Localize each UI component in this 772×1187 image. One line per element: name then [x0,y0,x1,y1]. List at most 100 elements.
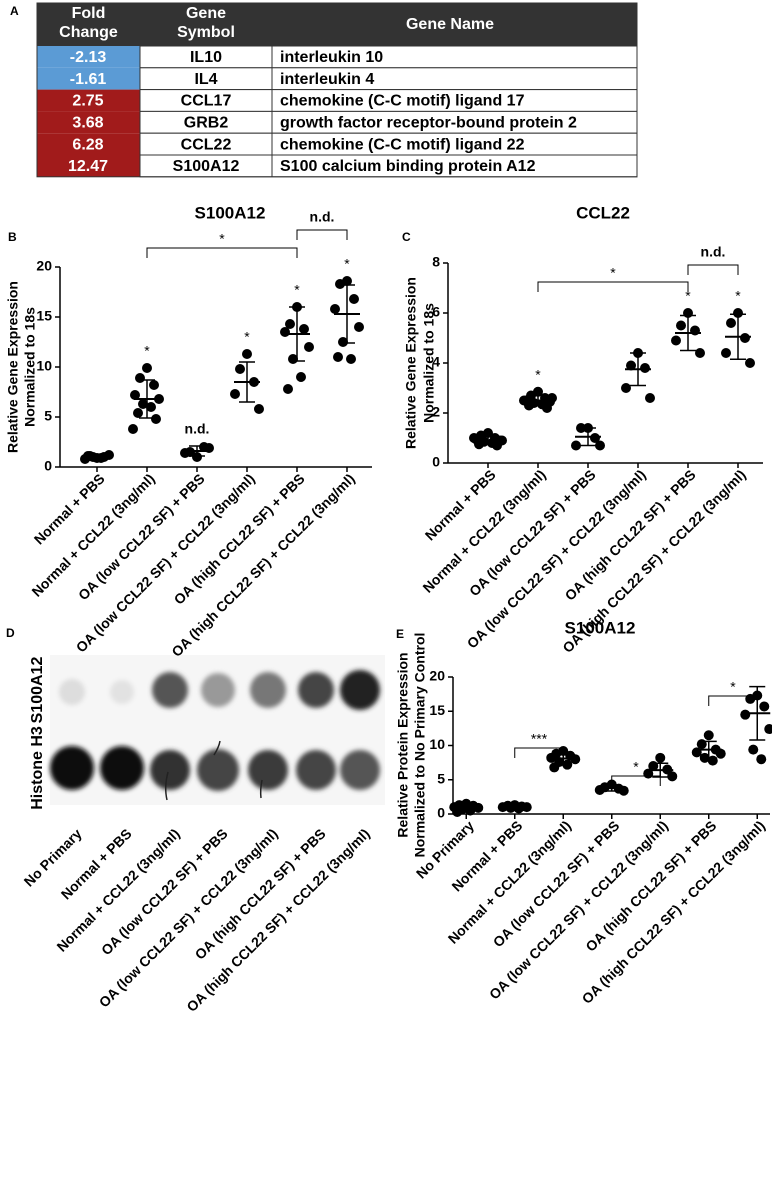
significance-label: * [144,343,150,359]
gene-name: chemokine (C-C motif) ligand 22 [280,136,525,153]
y-tick-label: 6 [432,304,440,320]
data-point [335,279,345,289]
gene-symbol: GRB2 [184,115,229,132]
data-point [519,395,529,406]
y-axis-label: Relative Gene Expression [403,277,419,449]
blot-row-label: S100A12 [29,657,46,724]
error-bar [580,427,596,447]
panel-letter: C [402,230,411,244]
y-axis-label: Normalized to No Primary Control [412,633,428,858]
data-point [138,399,148,409]
panel-letter: D [6,626,15,640]
gene-symbol: CCL22 [181,136,232,153]
chart-title: CCL22 [576,203,630,222]
y-tick-label: 2 [432,404,440,420]
data-point [703,730,714,741]
fold-cell-bg [37,155,140,177]
error-bar [289,306,305,362]
data-point [667,771,678,782]
fold-cell-bg [37,67,140,90]
error-bar [480,436,496,445]
data-point [330,304,340,314]
data-point [748,744,759,755]
x-tick-label: OA (high CCL22 SF) + CCL22 (3ng/ml) [579,817,768,1006]
bracket-label: *** [531,731,548,747]
data-point [280,327,290,337]
data-point [346,354,356,364]
blot-spot [298,672,334,708]
gene-name: interleukin 4 [280,71,374,88]
gene-name: interleukin 10 [280,49,383,66]
table-border [36,2,638,178]
data-point [142,363,152,373]
bracket-label: n.d. [701,244,726,260]
y-tick-label: 0 [437,805,445,821]
panel-letter: E [396,627,404,641]
fold-cell-bg [37,46,140,68]
blot-spot [340,750,380,790]
table-header-bg [37,3,637,46]
gene-name: growth factor receptor-bound protein 2 [280,115,577,132]
error-bar [530,394,546,407]
bracket-label: * [633,759,639,775]
error-bar [458,802,475,812]
blot-row-label: Histone H3 [29,726,46,810]
blot-spot [50,746,94,790]
y-axis-label: Normalized to 18s [22,307,38,427]
y-axis-label: Relative Protein Expression [395,652,411,837]
error-bar [139,379,155,419]
blot-scratch [213,740,221,756]
panel-letter: A [10,4,19,18]
data-point [756,754,767,765]
data-point [740,709,751,720]
error-bar [506,805,523,810]
blot-spot [296,750,336,790]
significance-bracket [687,264,739,275]
data-point [676,320,686,331]
gene-name: chemokine (C-C motif) ligand 17 [280,93,525,110]
blot-spot [201,673,235,707]
y-tick-label: 5 [44,408,52,424]
data-point [338,337,348,347]
dot-plot: C CCL22 Relative Gene Expression Normalized… [402,203,763,656]
blot-spot [150,750,190,790]
error-bar [700,740,717,759]
blot-spot [152,672,188,708]
blot-spot [100,746,144,790]
panel-letter: B [8,230,17,244]
data-point [745,358,755,368]
data-point [549,762,560,773]
data-point [146,402,156,412]
x-tick-label: OA (low CCL22 SF) + CCL22 (3ng/ml) [73,470,258,655]
data-point [764,724,772,735]
data-point [333,352,343,362]
data-point [235,364,245,374]
data-point [571,440,581,451]
x-tick-label: OA (high CCL22 SF) + CCL22 (3ng/ml) [168,470,357,659]
data-point [655,752,666,763]
significance-bracket [708,695,758,706]
y-tick-label: 15 [36,308,52,324]
gene-symbol: IL4 [194,71,217,88]
significance-label: * [535,366,541,382]
bracket-label: n.d. [310,209,335,225]
data-point [180,448,190,458]
data-point [497,435,507,446]
gene-name: S100 calcium binding protein A12 [280,158,536,175]
error-bar [630,352,646,387]
significance-label: * [294,282,300,298]
data-point [671,335,681,346]
data-point [759,701,770,712]
gene-symbol: CCL17 [181,93,232,110]
data-point [254,404,264,414]
table-header: Fold [72,5,106,22]
y-tick-label: 10 [36,358,52,374]
significance-bracket [537,281,689,292]
data-point [354,322,364,332]
blot-scratch [259,779,263,799]
fold-cell-bg [37,89,140,112]
y-tick-label: 8 [432,254,440,270]
data-point [640,363,650,373]
blot-spot [340,670,380,710]
data-point [590,433,600,443]
